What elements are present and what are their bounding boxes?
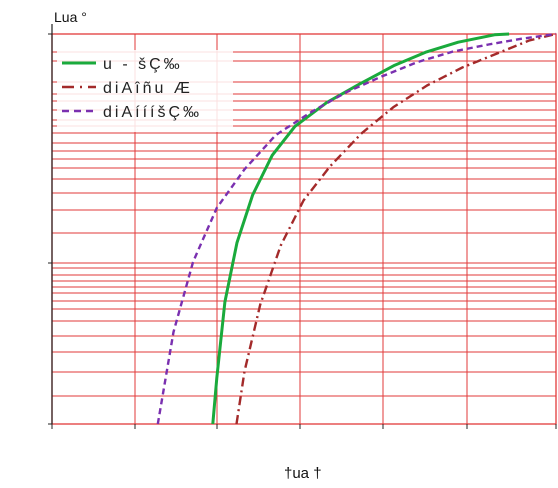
axis-labels: Lua ° †ua †: [54, 9, 322, 482]
legend: u - šÇ‰ diAîñu Æ diAíííšÇ‰: [57, 50, 233, 132]
series-line-1: [211, 32, 510, 425]
legend-entry-1: u - šÇ‰: [103, 56, 183, 73]
x-axis-label: †ua †: [284, 465, 322, 482]
axis-ticks: [48, 33, 557, 429]
legend-entry-2: diAîñu Æ: [103, 80, 193, 97]
legend-entry-3: diAíííšÇ‰: [103, 104, 202, 121]
curves: [156, 32, 557, 425]
series-line-2: [235, 32, 557, 425]
series-line-3: [156, 32, 557, 425]
y-axis-label: Lua °: [54, 9, 87, 25]
